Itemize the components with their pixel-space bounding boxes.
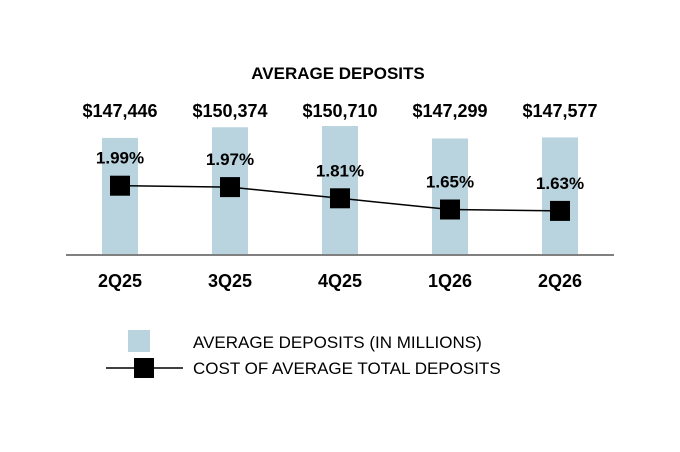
cost-rate-label-3Q25: 1.97% — [206, 150, 254, 169]
cost-rate-marker-2Q25 — [110, 175, 130, 196]
category-label-2Q25: 2Q25 — [98, 271, 142, 291]
cost-rate-marker-1Q26 — [440, 199, 460, 220]
legend-label-deposits: AVERAGE DEPOSITS (IN MILLIONS) — [193, 333, 482, 352]
chart-title: AVERAGE DEPOSITS — [251, 64, 425, 83]
bar-value-label-2Q25: $147,446 — [82, 101, 157, 121]
category-label-1Q26: 1Q26 — [428, 271, 472, 291]
cost-rate-label-2Q25: 1.99% — [96, 149, 144, 168]
legend: AVERAGE DEPOSITS (IN MILLIONS) COST OF A… — [106, 330, 501, 378]
deposit-bar-1Q26 — [432, 138, 468, 255]
cost-rate-label-1Q26: 1.65% — [426, 173, 474, 192]
cost-rate-label-2Q26: 1.63% — [536, 174, 584, 193]
rate-line-group: 1.99% 1.97% 1.81% 1.65% 1.63% — [96, 149, 584, 221]
cost-rate-marker-4Q25 — [330, 188, 350, 209]
legend-swatch-deposits — [128, 330, 150, 352]
legend-marker-cost — [134, 358, 154, 378]
bar-value-label-4Q25: $150,710 — [302, 101, 377, 121]
category-labels: 2Q25 3Q25 4Q25 1Q26 2Q26 — [98, 271, 582, 291]
category-label-3Q25: 3Q25 — [208, 271, 252, 291]
category-label-4Q25: 4Q25 — [318, 271, 362, 291]
category-label-2Q26: 2Q26 — [538, 271, 582, 291]
bar-value-label-1Q26: $147,299 — [412, 101, 487, 121]
deposit-bar-2Q25 — [102, 137, 138, 255]
bar-value-labels: $147,446 $150,374 $150,710 $147,299 $147,577 — [82, 101, 597, 121]
deposit-bar-2Q26 — [542, 137, 578, 255]
cost-rate-marker-3Q25 — [220, 177, 240, 198]
bar-value-label-3Q25: $150,374 — [192, 101, 267, 121]
cost-rate-label-4Q25: 1.81% — [316, 161, 364, 180]
bar-value-label-2Q26: $147,577 — [522, 101, 597, 121]
cost-rate-marker-2Q26 — [550, 200, 570, 221]
legend-label-cost: COST OF AVERAGE TOTAL DEPOSITS — [193, 359, 501, 378]
